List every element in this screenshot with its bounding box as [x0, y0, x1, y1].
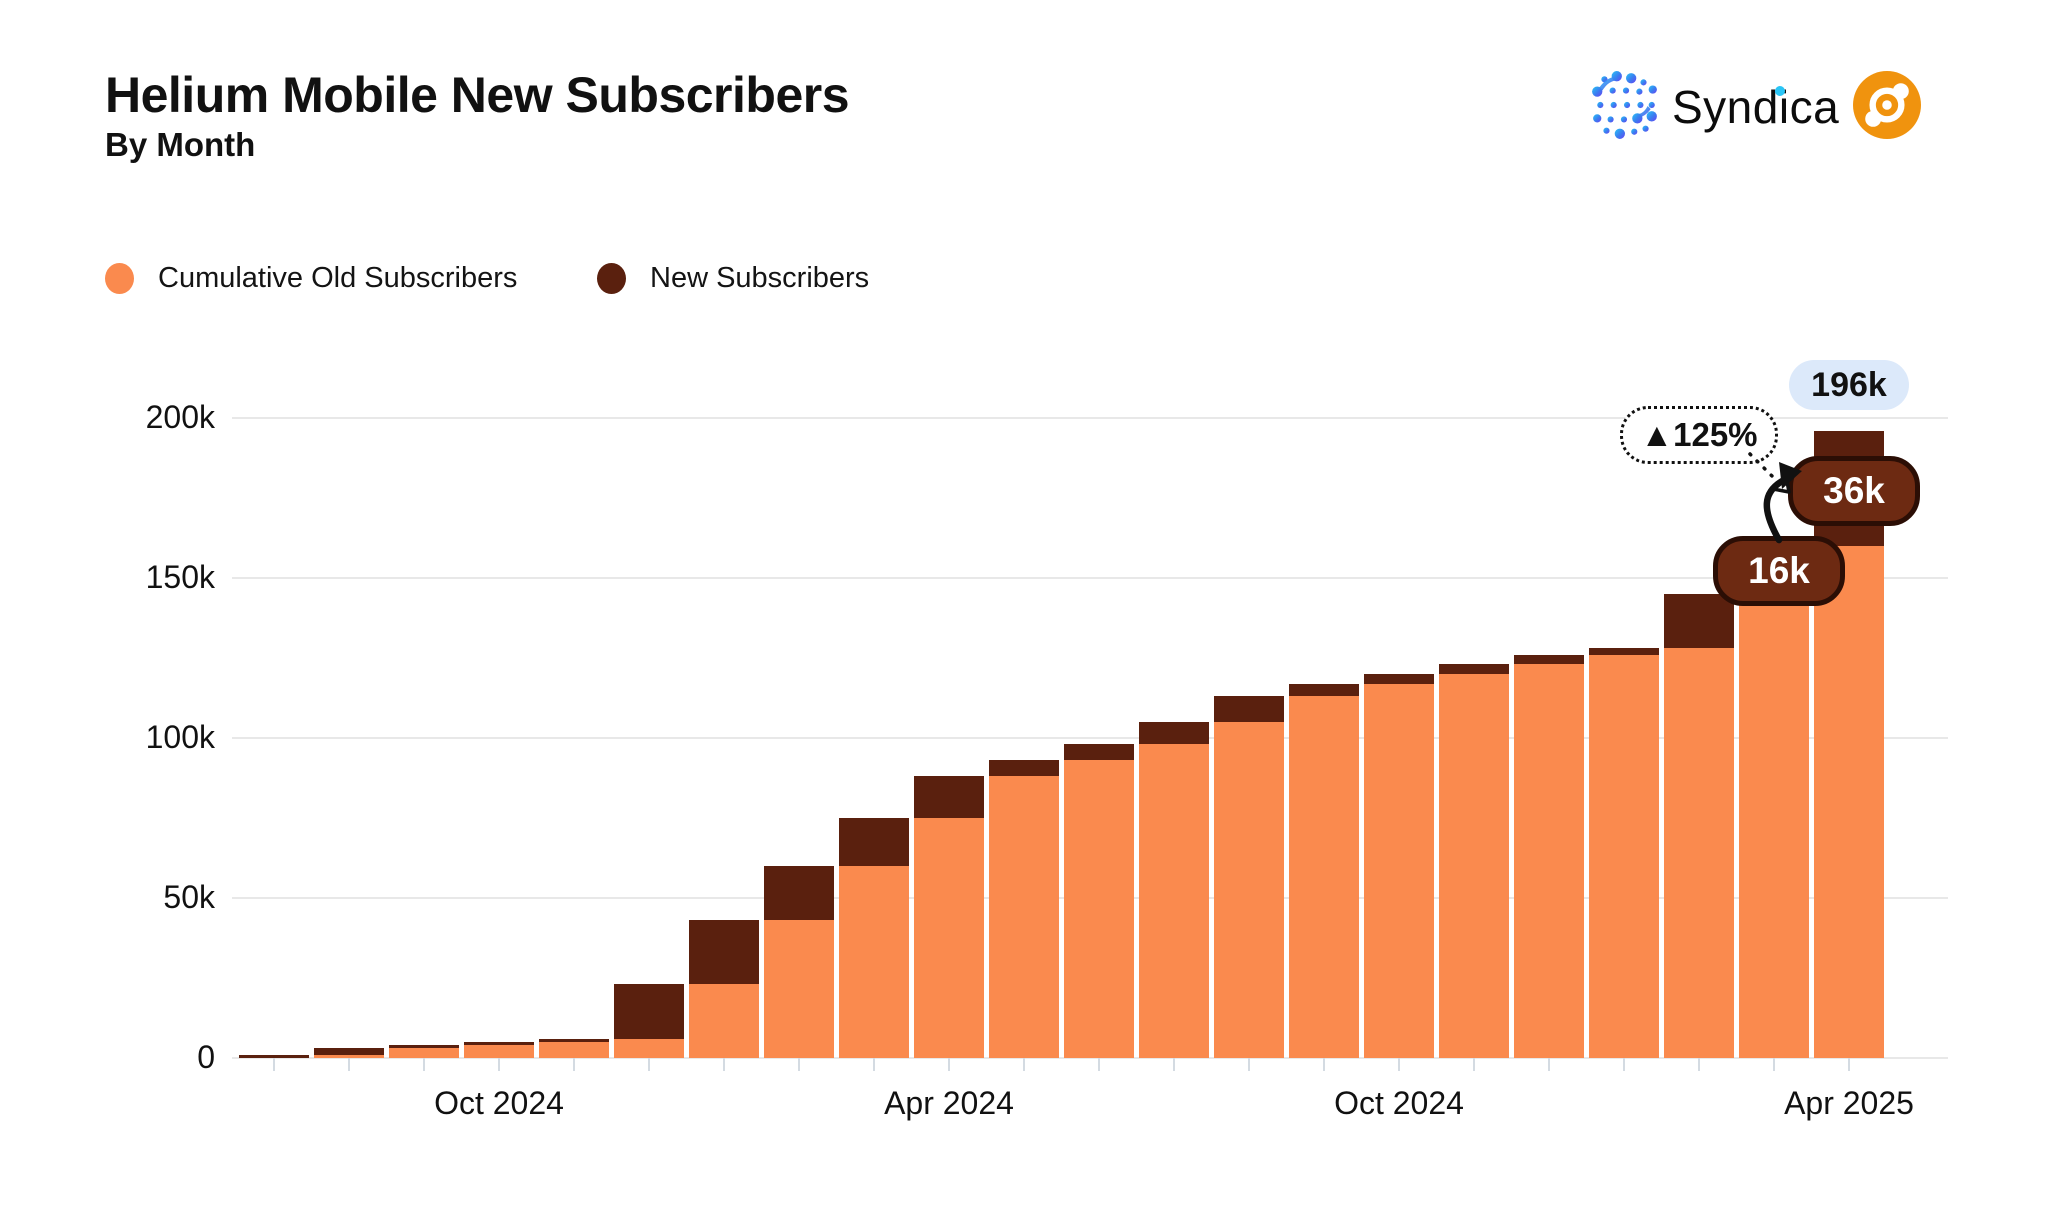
bar-new-segment [464, 1042, 534, 1046]
x-axis-tick [873, 1058, 875, 1071]
x-axis-tick [1623, 1058, 1625, 1071]
bar-old-segment [1439, 674, 1509, 1058]
x-axis-label: Apr 2024 [884, 1085, 1014, 1121]
gridline-0 [232, 1057, 1948, 1059]
bar-old-segment [764, 920, 834, 1058]
bar-new-segment [1214, 696, 1284, 722]
legend-item-new-subscribers: New Subscribers [597, 262, 869, 295]
bar-new-segment [764, 866, 834, 921]
bar-old-segment [464, 1045, 534, 1058]
total-value-badge: 196k [1789, 360, 1909, 410]
y-axis-label: 200k [145, 399, 215, 435]
x-axis-tick [498, 1058, 500, 1071]
bar-new-segment [1664, 594, 1734, 649]
bar-new-segment [1139, 722, 1209, 745]
bar-old-segment [1289, 696, 1359, 1058]
x-axis-tick [1473, 1058, 1475, 1071]
bar-old-segment [1214, 722, 1284, 1058]
gridline-100k [232, 737, 1948, 739]
bar-new-segment [239, 1054, 309, 1058]
x-axis-tick [1773, 1058, 1775, 1071]
bar-new-segment [914, 776, 984, 818]
page-title: Helium Mobile New Subscribers [105, 67, 850, 123]
x-axis-tick [273, 1058, 275, 1071]
bar-old-segment [1514, 664, 1584, 1058]
bar-old-segment [1364, 683, 1434, 1058]
bar-new-segment [314, 1048, 384, 1055]
legend-label: New Subscribers [650, 262, 870, 294]
bar-old-segment [614, 1038, 684, 1058]
x-axis-tick [348, 1058, 350, 1071]
bar-new-segment [1364, 674, 1434, 684]
legend-dot-new-subscribers [597, 263, 626, 294]
bar-old-segment [1739, 594, 1809, 1058]
x-axis-label: Apr 2025 [1784, 1085, 1914, 1121]
gridline-200k [232, 417, 1948, 419]
x-axis-tick [573, 1058, 575, 1071]
bar-new-segment [539, 1038, 609, 1042]
x-axis-tick [1548, 1058, 1550, 1071]
legend-label: Cumulative Old Subscribers [158, 262, 518, 294]
bar-old-segment [1664, 648, 1734, 1058]
bar-new-segment [1439, 664, 1509, 674]
x-axis-tick [1848, 1058, 1850, 1071]
bar-new-segment [839, 818, 909, 866]
x-axis-tick [648, 1058, 650, 1071]
page-subtitle: By Month [105, 126, 256, 163]
growth-percentage-callout: ▲125% [1620, 406, 1778, 464]
brand-name: Syndica [1672, 81, 1840, 133]
new-subscribers-mar2025-badge: 16k [1713, 536, 1845, 606]
x-axis-tick [1398, 1058, 1400, 1071]
x-axis-tick [1173, 1058, 1175, 1071]
bar-new-segment [689, 920, 759, 985]
syndica-logo-icon [1592, 69, 1658, 146]
x-axis-label: Oct 2024 [1334, 1085, 1464, 1121]
x-axis-tick [948, 1058, 950, 1071]
bar-old-segment [389, 1048, 459, 1058]
x-axis-tick [1023, 1058, 1025, 1071]
bar-new-segment [1514, 654, 1584, 665]
legend-item-cumulative-old: Cumulative Old Subscribers [105, 262, 517, 295]
bar-new-segment [389, 1045, 459, 1049]
helium-logo-icon [1853, 70, 1922, 144]
x-axis-tick [723, 1058, 725, 1071]
x-axis-tick [1698, 1058, 1700, 1071]
bar-old-segment [839, 866, 909, 1058]
x-axis-label: Oct 2024 [434, 1085, 564, 1121]
bar-old-segment [1589, 654, 1659, 1058]
x-axis-tick [1323, 1058, 1325, 1071]
bar-old-segment [1814, 546, 1884, 1058]
y-axis-label: 50k [163, 879, 215, 915]
bar-old-segment [1139, 744, 1209, 1058]
syndica-i-dot [1775, 86, 1785, 96]
bar-new-segment [989, 760, 1059, 777]
bar-old-segment [539, 1042, 609, 1058]
legend-dot-cumulative-old [105, 263, 134, 294]
x-axis-tick [1248, 1058, 1250, 1071]
gridline-150k [232, 577, 1948, 579]
bar-old-segment [914, 818, 984, 1058]
bar-new-segment [1064, 744, 1134, 761]
bar-new-segment [614, 984, 684, 1039]
bar-new-segment [1589, 648, 1659, 655]
y-axis-label: 150k [145, 559, 215, 595]
bar-old-segment [689, 984, 759, 1058]
bar-old-segment [989, 776, 1059, 1058]
bar-new-segment [1289, 683, 1359, 697]
bar-old-segment [314, 1054, 384, 1058]
brand-area: Syndica [1592, 69, 1922, 146]
x-axis-tick [423, 1058, 425, 1071]
new-subscribers-apr2025-badge: 36k [1788, 456, 1920, 526]
y-axis-label: 100k [145, 719, 215, 755]
x-axis-tick [1098, 1058, 1100, 1071]
growth-percentage-text: ▲125% [1640, 416, 1758, 453]
y-axis-label: 0 [197, 1039, 215, 1075]
bar-old-segment [1064, 760, 1134, 1058]
x-axis-tick [798, 1058, 800, 1071]
